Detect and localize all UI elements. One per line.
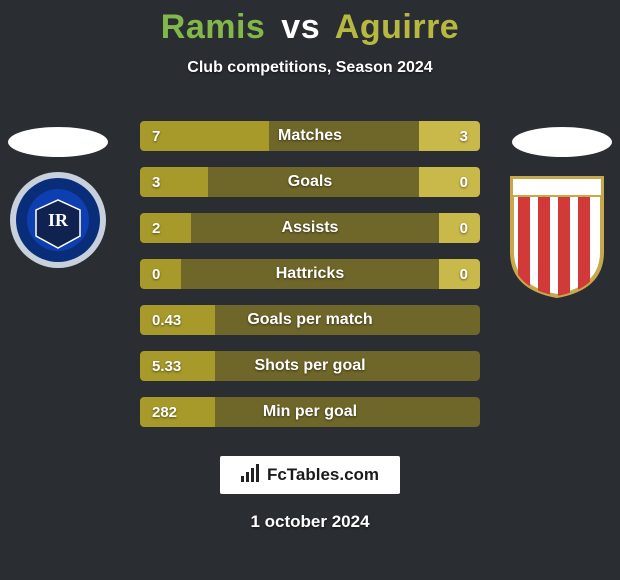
stat-label: Assists: [140, 213, 480, 243]
subtitle: Club competitions, Season 2024: [0, 59, 620, 77]
stat-row: 73Matches: [140, 121, 480, 151]
date-label: 1 october 2024: [0, 512, 620, 532]
chart-icon: [241, 464, 261, 487]
club-badge-left-svg: IR: [8, 170, 108, 270]
stat-label: Goals per match: [140, 305, 480, 335]
stat-row: 282Min per goal: [140, 397, 480, 427]
vs-label: vs: [281, 8, 320, 46]
stat-row: 0.43Goals per match: [140, 305, 480, 335]
comparison-card: Ramis vs Aguirre Club competitions, Seas…: [0, 0, 620, 580]
stat-label: Matches: [140, 121, 480, 151]
stat-label: Min per goal: [140, 397, 480, 427]
stat-row: 5.33Shots per goal: [140, 351, 480, 381]
stat-label: Shots per goal: [140, 351, 480, 381]
club-badge-right: [502, 170, 612, 300]
stat-row: 20Assists: [140, 213, 480, 243]
footer-logo-text: FcTables.com: [267, 465, 379, 485]
pedestal-left: [8, 127, 108, 157]
player-left-name: Ramis: [161, 8, 266, 46]
stat-row: 30Goals: [140, 167, 480, 197]
footer-logo: FcTables.com: [220, 456, 400, 494]
stat-rows: 73Matches 30Goals 20Assists 00Hattricks 0.43…: [140, 121, 480, 443]
stat-row: 00Hattricks: [140, 259, 480, 289]
pedestal-right: [512, 127, 612, 157]
stat-label: Hattricks: [140, 259, 480, 289]
page-title: Ramis vs Aguirre: [0, 0, 620, 47]
svg-text:IR: IR: [48, 210, 69, 230]
player-right-name: Aguirre: [335, 8, 459, 46]
club-badge-right-svg: [502, 170, 612, 300]
stat-label: Goals: [140, 167, 480, 197]
club-badge-left: IR: [8, 170, 108, 270]
